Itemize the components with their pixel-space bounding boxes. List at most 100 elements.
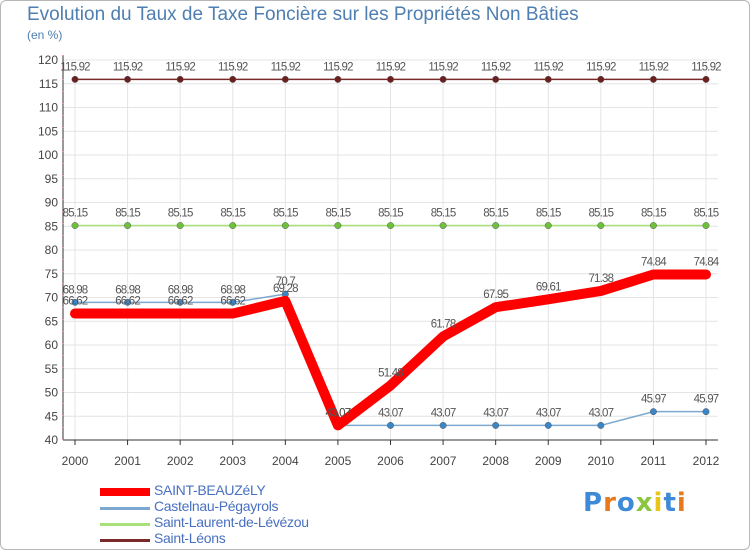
x-tick-label: 2012 [693, 454, 720, 468]
data-point [124, 298, 132, 306]
data-label: 115.92 [271, 61, 301, 73]
data-point [702, 222, 710, 229]
data-label: 66.62 [220, 296, 245, 308]
data-label: 61.78 [431, 319, 456, 331]
data-point [124, 75, 132, 83]
data-point [544, 421, 552, 429]
data-label: 115.92 [639, 61, 669, 73]
data-point [597, 421, 605, 429]
data-label: 68.98 [63, 284, 88, 296]
data-label: 66.62 [115, 296, 140, 308]
legend-swatch [100, 523, 150, 526]
y-tick-label: 120 [38, 53, 58, 67]
data-point [438, 332, 448, 342]
y-tick-label: 105 [38, 124, 58, 138]
data-point [176, 75, 184, 83]
data-label: 85.15 [273, 208, 298, 220]
y-tick-label: 90 [45, 196, 59, 210]
data-point [702, 75, 710, 83]
legend-swatch [100, 507, 150, 510]
x-tick-label: 2004 [272, 454, 299, 468]
y-tick-label: 65 [45, 314, 59, 328]
data-point [175, 309, 185, 319]
data-point [124, 222, 132, 229]
data-label: 68.98 [115, 284, 140, 296]
legend-swatch [100, 488, 150, 496]
x-tick-label: 2009 [535, 454, 562, 468]
data-label: 74.84 [694, 257, 720, 269]
data-label: 115.92 [323, 61, 353, 73]
data-label: 68.98 [168, 284, 193, 296]
proxiti-logo: Proxiti [583, 488, 687, 518]
data-point [229, 222, 237, 229]
y-tick-label: 60 [45, 338, 59, 352]
data-point [492, 75, 500, 83]
data-label: 69.61 [536, 281, 561, 293]
data-labels: 115.92 115.92 115.92 115.92 115.92 115.92 115.… [60, 61, 722, 419]
data-label: 71.38 [588, 273, 613, 285]
data-point [649, 75, 657, 83]
data-point [71, 75, 79, 83]
data-label: 85.15 [326, 208, 351, 220]
data-label: 115.92 [113, 61, 143, 73]
data-label: 115.92 [533, 61, 563, 73]
data-label: 85.15 [641, 208, 666, 220]
data-point [387, 421, 394, 429]
logo-letter: r [603, 488, 617, 518]
y-tick-label: 70 [45, 291, 59, 305]
data-label: 66.62 [63, 296, 88, 308]
data-point [597, 75, 605, 83]
series-lines [70, 75, 711, 431]
data-point [492, 421, 500, 429]
legend-label: Saint-Laurent-de-Lévézou [154, 514, 309, 530]
chart-title: Evolution du Taux de Taxe Foncière sur l… [27, 4, 579, 25]
data-point [70, 309, 80, 319]
logo-letter: P [583, 488, 604, 518]
x-tick-label: 2011 [641, 454, 667, 468]
logo-letter: x [635, 488, 654, 518]
data-label: 67.95 [483, 289, 508, 301]
data-label: 85.15 [115, 208, 140, 220]
data-point [596, 286, 606, 296]
data-label: 115.92 [218, 61, 248, 73]
data-point [386, 380, 395, 390]
x-tick-label: 2006 [377, 454, 404, 468]
data-point [176, 222, 184, 229]
data-point [702, 408, 710, 416]
y-tick-label: 45 [45, 409, 59, 423]
data-point [71, 222, 79, 229]
y-tick-label: 50 [45, 386, 59, 400]
y-tick-label: 80 [45, 243, 59, 257]
data-point [71, 298, 79, 306]
data-label: 43.07 [431, 407, 456, 419]
data-point [123, 309, 133, 319]
data-point [439, 421, 447, 429]
data-label: 68.98 [220, 284, 245, 296]
data-label: 115.92 [165, 61, 195, 73]
y-tick-label: 40 [45, 433, 59, 447]
y-tick-label: 95 [45, 172, 59, 186]
axes: 40 45 50 55 60 65 70 75 80 85 90 95 100 105 110 115 120 2… [38, 53, 720, 468]
data-point [333, 420, 343, 430]
data-point [701, 270, 711, 280]
data-label: 43.07 [588, 407, 613, 419]
data-label: 115.92 [586, 61, 616, 73]
data-label: 85.15 [378, 208, 403, 220]
data-point [387, 75, 394, 83]
y-tick-label: 85 [45, 219, 59, 233]
logo-letter: t [663, 488, 677, 518]
data-label: 115.92 [60, 61, 90, 73]
x-tick-label: 2008 [482, 454, 509, 468]
data-point [649, 222, 657, 229]
data-point [439, 75, 447, 83]
data-label: 85.15 [694, 208, 719, 220]
data-label: 51.48 [378, 367, 403, 379]
data-point [543, 294, 553, 304]
logo-letter: o [616, 488, 636, 518]
y-tick-label: 75 [45, 267, 59, 281]
data-point [281, 75, 289, 83]
data-point [229, 75, 237, 83]
data-point [544, 75, 552, 83]
data-label: 85.15 [431, 208, 456, 220]
